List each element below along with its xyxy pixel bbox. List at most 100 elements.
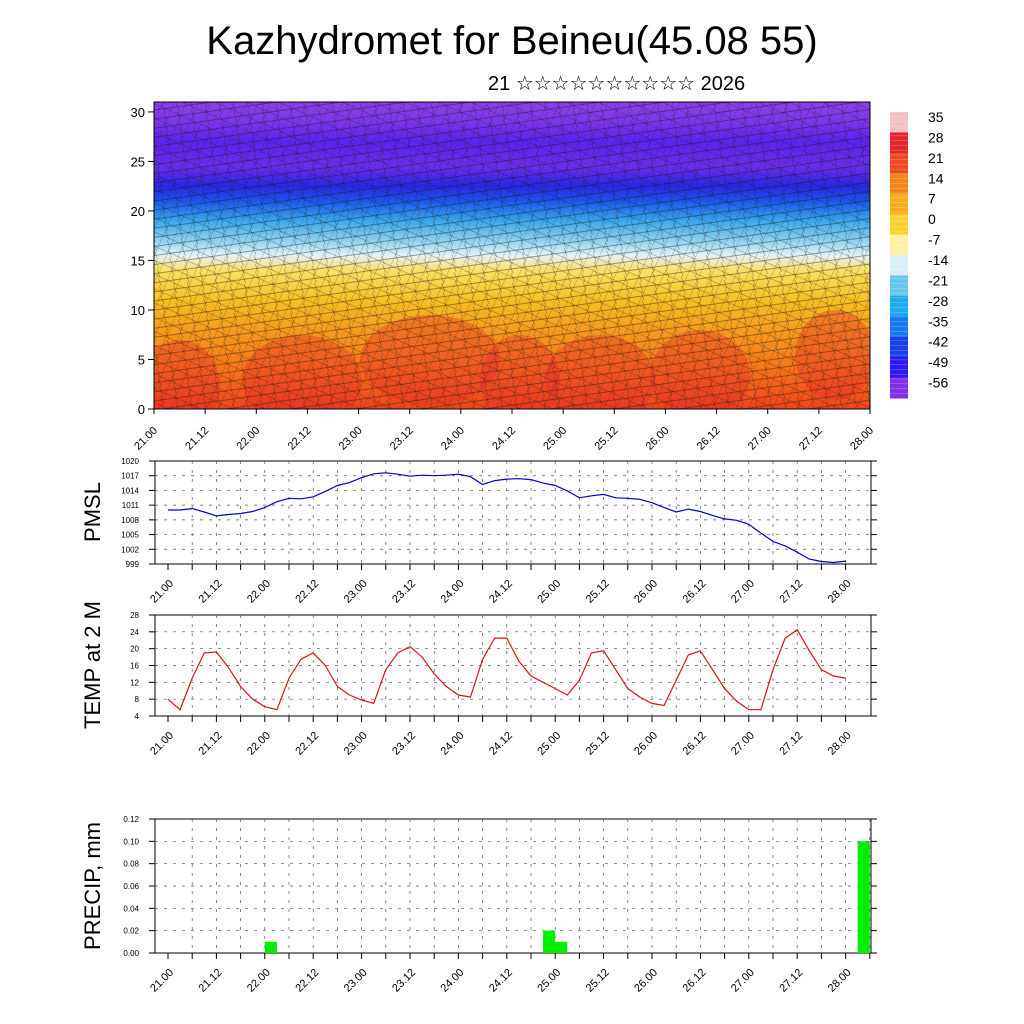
x-tick-label: 22.00: [234, 425, 262, 453]
colorbar-swatch: [890, 214, 908, 236]
colorbar-swatch: [890, 295, 908, 317]
y-axis-label: PRECIP, mm: [80, 822, 105, 950]
x-tick-label: 22.12: [293, 730, 321, 758]
x-tick-label: 27.00: [746, 425, 774, 453]
x-tick-label: 22.12: [286, 425, 314, 453]
x-tick-label: 21.00: [148, 967, 176, 995]
colorbar-swatch: [890, 275, 908, 297]
colorbar-swatch: [890, 132, 908, 154]
x-tick-label: 25.00: [535, 730, 563, 758]
x-tick-label: 28.00: [826, 967, 854, 995]
x-tick-label: 27.12: [777, 730, 805, 758]
x-tick-label: 24.12: [487, 578, 515, 606]
colorbar-label: -14: [928, 252, 948, 268]
x-tick-label: 27.12: [797, 425, 825, 453]
y-tick-label: 1008: [121, 516, 139, 525]
colorbar-swatch: [890, 255, 908, 276]
x-tick-label: 27.00: [729, 967, 757, 995]
chart-title: Kazhydromet for Beineu(45.08 55): [206, 19, 818, 63]
x-tick-label: 22.00: [245, 578, 273, 606]
y-tick-label: 30: [131, 105, 145, 120]
x-tick-label: 24.00: [439, 425, 467, 453]
x-tick-label: 21.00: [148, 730, 176, 758]
y-tick-label: 16: [130, 662, 139, 671]
x-tick-label: 21.12: [197, 967, 225, 995]
y-tick-label: 0.00: [123, 949, 139, 958]
x-tick-label: 26.12: [695, 425, 723, 453]
x-tick-label: 24.00: [439, 578, 467, 606]
x-tick-label: 25.12: [584, 578, 612, 606]
x-tick-label: 23.00: [337, 425, 365, 453]
x-tick-label: 26.00: [632, 730, 660, 758]
y-axis-label: PMSL: [80, 482, 105, 542]
colorbar-label: -28: [928, 293, 948, 309]
y-tick-label: 1011: [122, 501, 140, 510]
y-tick-label: 1020: [121, 457, 139, 466]
y-axis-label: TEMP at 2 M: [80, 601, 105, 729]
x-tick-label: 25.12: [584, 730, 612, 758]
y-tick-label: 20: [131, 204, 145, 219]
colorbar-label: 14: [928, 170, 944, 186]
x-tick-label: 26.12: [681, 578, 709, 606]
temp-panel: 4 8 12 16 20 24 28 21.00 21.12 22.00 22.12 23.00 23.…: [80, 601, 877, 758]
x-tick-label: 23.12: [390, 967, 418, 995]
y-tick-label: 0.02: [123, 927, 139, 936]
x-tick-label: 24.12: [490, 425, 518, 453]
colorbar-label: -7: [928, 232, 941, 248]
x-tick-label: 23.00: [342, 730, 370, 758]
colorbar-label: 21: [928, 150, 944, 166]
y-tick-label: 10: [131, 303, 145, 318]
x-tick-label: 28.00: [826, 578, 854, 606]
precip-bar: [555, 941, 568, 953]
colorbar-label: 0: [928, 211, 936, 227]
x-tick-label: 22.00: [245, 967, 273, 995]
series-line: [168, 472, 846, 564]
x-tick-label: 25.00: [535, 967, 563, 995]
y-tick-label: 1014: [121, 486, 139, 495]
x-tick-label: 25.12: [592, 425, 620, 453]
x-tick-label: 23.00: [342, 967, 370, 995]
x-tick-label: 25.12: [584, 967, 612, 995]
x-tick-label: 25.00: [535, 578, 563, 606]
x-tick-label: 23.12: [390, 730, 418, 758]
x-tick-label: 23.12: [390, 578, 418, 606]
y-tick-label: 999: [126, 560, 140, 569]
precip-panel: 0.00 0.02 0.04 0.06 0.08 0.10 0.12 21.00 21.12 22…: [80, 815, 877, 995]
y-tick-label: 25: [131, 154, 145, 169]
x-tick-label: 24.12: [487, 730, 515, 758]
x-tick-label: 22.12: [293, 967, 321, 995]
x-tick-label: 22.00: [245, 730, 273, 758]
precip-bar: [543, 930, 556, 953]
y-tick-label: 1002: [121, 545, 139, 554]
y-tick-label: 0.12: [123, 815, 139, 824]
y-tick-label: 0.08: [123, 860, 139, 869]
pmsl-panel: 999 1002 1005 1008 1011 1014 1017 1020 21.00 21.1…: [80, 457, 877, 606]
series-line: [167, 628, 846, 711]
colorbar-swatch: [890, 336, 908, 358]
colorbar-swatch: [890, 173, 908, 195]
x-tick-label: 21.12: [183, 425, 211, 453]
colorbar-label: 28: [928, 129, 944, 145]
x-tick-label: 23.00: [342, 578, 370, 606]
y-tick-label: 5: [138, 352, 145, 367]
x-tick-label: 26.00: [632, 578, 660, 606]
x-tick-label: 21.12: [197, 578, 225, 606]
x-tick-label: 25.00: [541, 425, 569, 453]
x-tick-label: 26.12: [681, 967, 709, 995]
x-tick-label: 24.12: [487, 967, 515, 995]
x-tick-label: 27.00: [729, 578, 757, 606]
precip-bar: [264, 941, 277, 953]
y-tick-label: 12: [130, 678, 139, 687]
x-tick-label: 24.00: [439, 967, 467, 995]
colorbar-swatch: [890, 152, 908, 174]
y-tick-label: 28: [130, 611, 139, 620]
colorbar-swatch: [890, 377, 908, 399]
y-tick-label: 0: [138, 402, 145, 417]
y-tick-label: 1017: [121, 472, 139, 481]
colorbar: 35 28 21 14 7 0 -7 -14 -21 -28 -35 -42 -49 -56: [890, 109, 948, 399]
y-tick-label: 0.10: [123, 837, 139, 846]
x-tick-label: 21.00: [148, 578, 176, 606]
x-tick-label: 21.00: [132, 425, 160, 453]
y-tick-label: 0.06: [123, 882, 139, 891]
